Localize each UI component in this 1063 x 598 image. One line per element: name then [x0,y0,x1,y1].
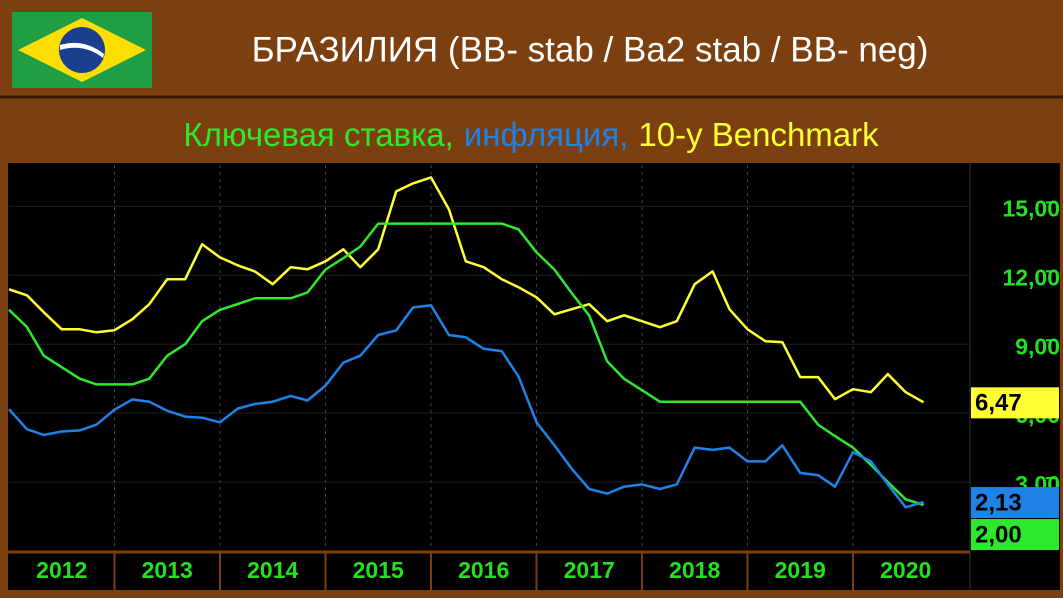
series-line [8,303,924,509]
x-tick-label: 2015 [353,557,404,583]
value-label: 2,00 [975,521,1022,548]
value-label-box [971,487,1059,519]
x-tick-label: 2020 [880,557,931,583]
plot-background [8,163,1060,590]
y-tick-label: 9,00 [1015,333,1060,359]
y-tick-label: 12,00 [1002,264,1060,290]
x-tick-label: 2012 [36,557,87,583]
x-tick-label: 2013 [142,557,193,583]
legend-entry: 10-y Benchmark [638,116,879,153]
x-tick-label: 2014 [247,557,298,583]
legend-entry: Ключевая ставка, [183,116,453,153]
value-label: 6,47 [975,390,1022,417]
series-line [8,222,924,507]
value-label-box [971,387,1059,419]
flag [12,12,152,88]
y-tick-label: 15,00 [1002,195,1060,221]
series-line [8,176,925,404]
x-tick-label: 2017 [564,557,615,583]
value-label: 2,13 [975,489,1022,516]
x-tick-label: 2018 [669,557,720,583]
value-label-box [971,519,1059,551]
legend-entry: инфляция, [464,116,629,153]
legend: Ключевая ставка, инфляция, 10-y Benchmark [183,116,879,153]
x-tick-label: 2016 [458,557,509,583]
x-tick-label: 2019 [775,557,826,583]
chart-title: БРАЗИЛИЯ (BB- stab / Ba2 stab / BB- neg) [252,30,929,69]
